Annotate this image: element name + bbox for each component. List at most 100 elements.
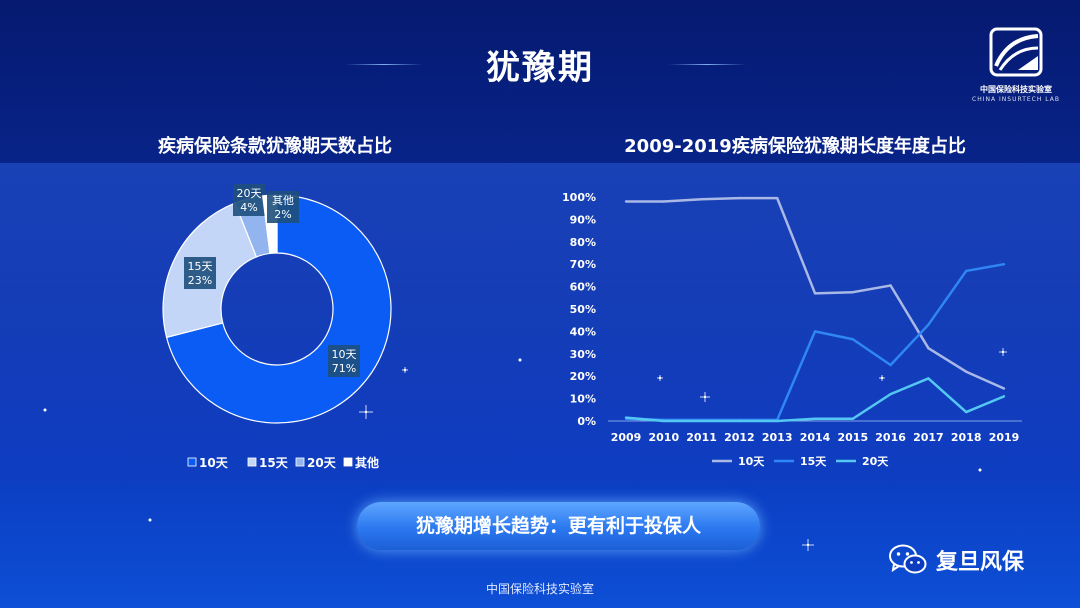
- y-tick-label: 20%: [570, 370, 596, 383]
- x-tick-label: 2012: [724, 431, 755, 444]
- series-point: [851, 291, 854, 294]
- series-point: [889, 392, 892, 396]
- star-icon: [43, 408, 47, 412]
- legend-item: 10天: [712, 455, 765, 468]
- donut-legend: 10天 15天 20天 其他: [187, 455, 379, 470]
- x-tick-label: 2009: [611, 431, 642, 444]
- series-point: [624, 200, 628, 203]
- svg-text:10天: 10天: [738, 455, 765, 468]
- svg-text:20天: 20天: [307, 456, 337, 470]
- series-point: [927, 377, 930, 380]
- series-point: [889, 284, 892, 287]
- svg-text:15天: 15天: [800, 455, 827, 468]
- star-icon: [700, 392, 710, 402]
- legend-item: 10天: [187, 456, 229, 470]
- star-icon: [518, 358, 522, 362]
- star-icon: [402, 367, 408, 373]
- x-tick-label: 2013: [762, 431, 793, 444]
- donut-chart-title: 疾病保险条款犹豫期天数占比: [158, 136, 392, 157]
- star-icon: [657, 375, 663, 381]
- star-icon: [148, 518, 152, 522]
- series-point: [965, 370, 968, 373]
- series-point: [624, 416, 628, 419]
- legend-item: 20天: [836, 455, 889, 468]
- legend-item: 15天: [774, 455, 827, 468]
- logo-text: 中国保险科技实验室: [980, 85, 1052, 94]
- svg-text:20天: 20天: [237, 187, 262, 200]
- x-tick-label: 2011: [686, 431, 717, 444]
- title-divider-right: [668, 64, 746, 65]
- y-tick-label: 70%: [570, 258, 596, 271]
- brand-text: 复旦风保: [936, 550, 1025, 575]
- x-tick-label: 2015: [837, 431, 868, 444]
- star-icon: [978, 468, 982, 472]
- x-tick-label: 2019: [989, 431, 1020, 444]
- trend-callout: 犹豫期增长趋势：更有利于投保人: [357, 502, 760, 550]
- y-tick-label: 40%: [570, 325, 596, 338]
- svg-text:其他: 其他: [355, 455, 379, 470]
- series-point: [1002, 395, 1006, 398]
- svg-text:71%: 71%: [332, 362, 356, 375]
- legend-item: 其他: [343, 455, 379, 470]
- star-icon: [359, 405, 373, 419]
- svg-text:其他: 其他: [272, 194, 294, 207]
- series-point: [889, 363, 892, 367]
- series-line-3: [625, 377, 1005, 423]
- series-point: [965, 269, 968, 273]
- star-icon: [802, 539, 814, 551]
- line-chart-title: 2009-2019疾病保险犹豫期长度年度占比: [624, 136, 966, 157]
- y-tick-label: 90%: [570, 213, 596, 226]
- legend-item: 15天: [247, 456, 289, 470]
- series-point: [851, 338, 854, 341]
- series-point: [662, 419, 665, 423]
- svg-text:23%: 23%: [188, 274, 212, 287]
- series-point: [700, 198, 703, 201]
- y-tick-label: 0%: [577, 415, 596, 428]
- series-point: [700, 419, 703, 423]
- svg-text:10天: 10天: [332, 348, 357, 361]
- y-tick-label: 50%: [570, 303, 596, 316]
- series-point: [965, 410, 968, 414]
- footer-text: 中国保险科技实验室: [485, 582, 594, 596]
- line-chart: 0% 10% 20% 30% 40% 50% 60% 70% 80% 90% 100% 2009 201…: [562, 191, 1022, 444]
- svg-text:20天: 20天: [862, 455, 889, 468]
- series-point: [1002, 263, 1006, 266]
- series-point: [738, 196, 741, 200]
- series-point: [927, 323, 930, 326]
- y-tick-label: 10%: [570, 393, 596, 406]
- svg-text:2%: 2%: [274, 208, 291, 221]
- svg-text:10天: 10天: [199, 456, 229, 470]
- x-tick-label: 2016: [875, 431, 906, 444]
- series-point: [738, 419, 741, 423]
- wechat-icon: [889, 544, 927, 574]
- star-icon: [879, 375, 885, 381]
- y-tick-label: 80%: [570, 236, 596, 249]
- page-title: 犹豫期: [486, 48, 594, 88]
- brand: 复旦风保: [888, 540, 1024, 580]
- svg-text:4%: 4%: [240, 201, 257, 214]
- legend-item: 20天: [295, 456, 337, 470]
- series-point: [813, 417, 817, 420]
- logo-subtext: CHINA INSURTECH LAB: [972, 96, 1060, 103]
- y-tick-label: 30%: [570, 348, 596, 361]
- x-tick-label: 2017: [913, 431, 944, 444]
- line-legend: 10天 15天 20天: [712, 455, 889, 468]
- x-tick-label: 2010: [648, 431, 679, 444]
- series-point: [851, 417, 854, 420]
- slice-label: 其他2%: [267, 191, 299, 223]
- x-tick-label: 2014: [800, 431, 831, 444]
- svg-text:15天: 15天: [259, 456, 289, 470]
- series-point: [662, 200, 665, 203]
- svg-text:15天: 15天: [188, 260, 213, 273]
- series-point: [1002, 387, 1006, 390]
- series-point: [776, 419, 779, 423]
- series-point: [813, 292, 817, 295]
- y-tick-label: 100%: [562, 191, 596, 204]
- lab-logo-icon: [989, 27, 1043, 77]
- series-point: [813, 330, 817, 333]
